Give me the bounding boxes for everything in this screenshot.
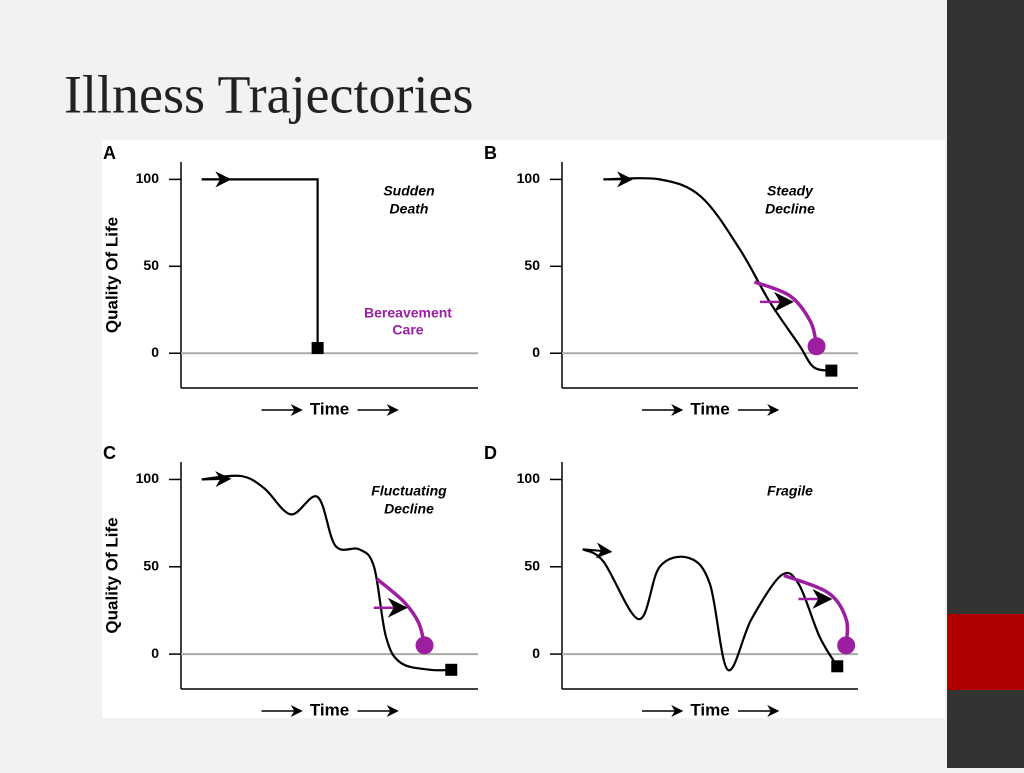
x-axis-label: Time xyxy=(690,399,729,418)
series-line xyxy=(603,177,832,372)
y-tick-label: 100 xyxy=(517,470,541,486)
x-axis-label: Time xyxy=(690,700,729,719)
y-tick-label: 100 xyxy=(136,170,160,186)
series-line xyxy=(201,178,319,349)
y-tick-label: 100 xyxy=(136,470,160,486)
annotation: Steady xyxy=(767,183,814,199)
annotation: Bereavement xyxy=(364,305,452,321)
panel-label: D xyxy=(484,443,497,463)
end-dot xyxy=(837,636,856,655)
y-tick-label: 100 xyxy=(517,170,541,186)
y-tick-label: 0 xyxy=(532,645,540,661)
accent-block xyxy=(947,614,1024,690)
annotation: Fragile xyxy=(767,483,813,499)
end-dot xyxy=(415,636,434,655)
annotation: Decline xyxy=(384,501,434,517)
x-axis-label: Time xyxy=(310,700,349,719)
panel-label: B xyxy=(484,143,497,163)
end-square xyxy=(311,342,324,355)
y-axis-label: Quality Of Life xyxy=(102,517,121,633)
end-square xyxy=(825,364,838,377)
annotation: Decline xyxy=(765,201,815,217)
x-axis-label: Time xyxy=(310,399,349,418)
y-axis-label: Quality Of Life xyxy=(102,217,121,333)
annotation: Sudden xyxy=(383,183,434,199)
annotation: Death xyxy=(390,201,429,217)
y-tick-label: 0 xyxy=(532,344,540,360)
annotation: Care xyxy=(392,322,423,338)
y-tick-label: 50 xyxy=(143,257,159,273)
series-line xyxy=(783,573,850,646)
y-tick-label: 50 xyxy=(524,257,540,273)
series-line xyxy=(753,280,819,347)
panel-label: A xyxy=(103,143,116,163)
y-tick-label: 0 xyxy=(151,645,159,661)
series-line xyxy=(582,548,839,672)
annotation: Fluctuating xyxy=(371,483,447,499)
y-tick-label: 0 xyxy=(151,344,159,360)
figure-panel xyxy=(102,140,945,718)
series-line xyxy=(375,577,427,646)
end-square xyxy=(831,660,844,673)
panel-label: C xyxy=(103,443,116,463)
end-square xyxy=(445,663,458,676)
y-tick-label: 50 xyxy=(143,557,159,573)
slide-title: Illness Trajectories xyxy=(64,64,473,124)
series-line xyxy=(201,474,452,672)
end-dot xyxy=(807,337,826,356)
start-arrow xyxy=(582,542,613,559)
y-tick-label: 50 xyxy=(524,557,540,573)
start-arrow xyxy=(201,471,232,488)
